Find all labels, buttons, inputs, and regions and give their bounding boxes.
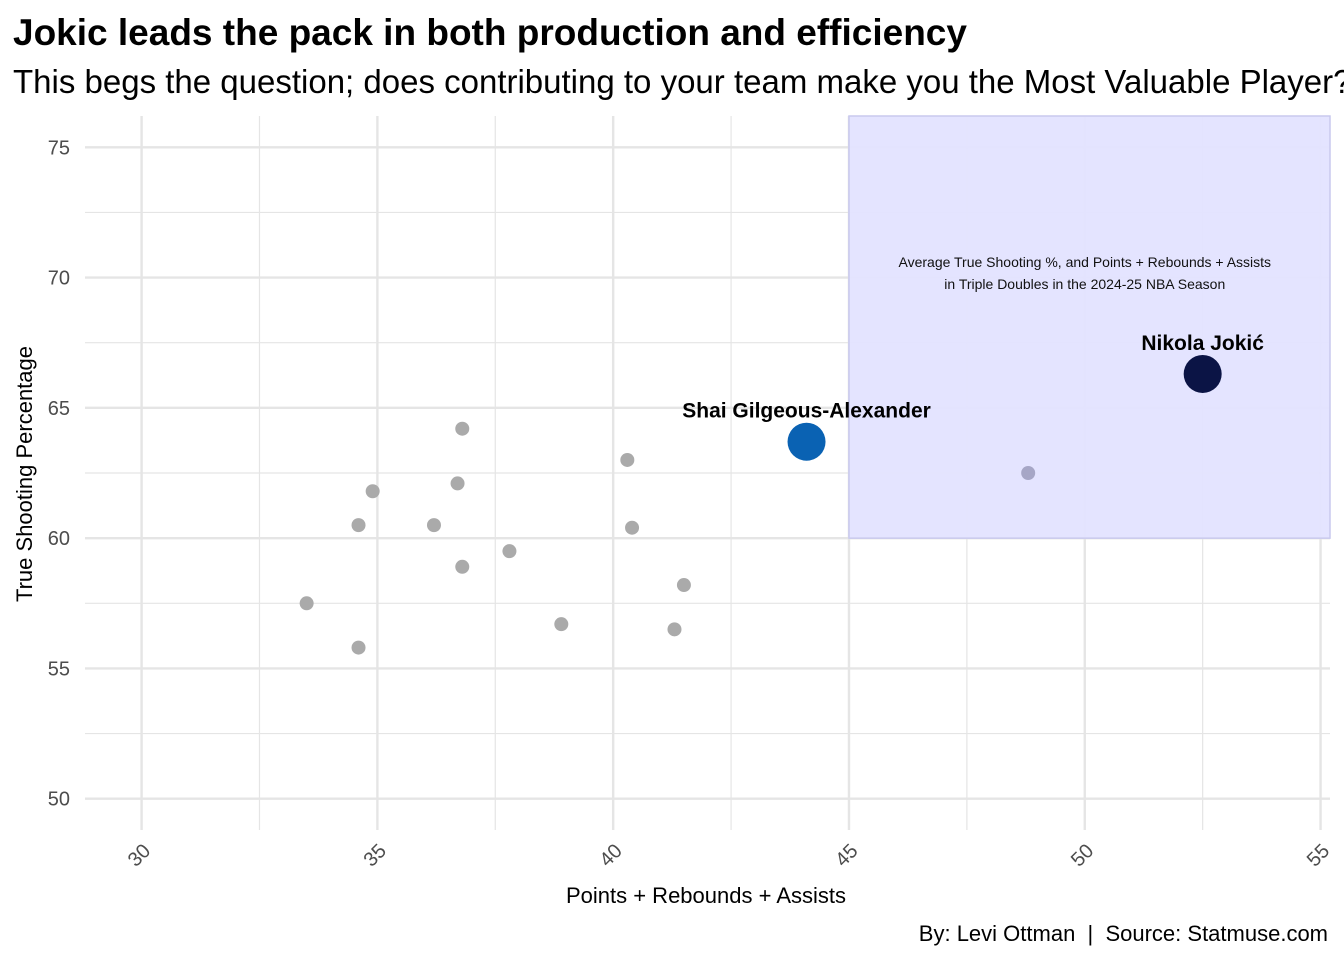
x-axis-label: Points + Rebounds + Assists: [566, 883, 846, 908]
x-tick-label: 35: [360, 840, 391, 871]
data-point: [667, 622, 682, 637]
x-tick-label: 30: [124, 840, 155, 871]
y-tick-label: 60: [48, 528, 70, 550]
x-tick-label: 55: [1303, 840, 1334, 871]
x-tick-label: 45: [831, 840, 862, 871]
y-tick-label: 65: [48, 398, 70, 420]
data-point: [299, 596, 314, 611]
data-point: [450, 476, 465, 491]
data-point: [351, 640, 366, 655]
chart-subtitle: This begs the question; does contributin…: [13, 63, 1344, 100]
y-axis-label: True Shooting Percentage: [12, 346, 37, 602]
data-point: [1021, 466, 1036, 480]
y-tick-label: 55: [48, 658, 70, 680]
highlighted-player-label: Nikola Jokić: [1141, 332, 1264, 355]
highlighted-player-point: [1183, 354, 1222, 393]
data-point: [455, 421, 470, 436]
highlighted-player-label: Shai Gilgeous-Alexander: [682, 400, 931, 423]
highlight-region: [848, 115, 1331, 539]
y-tick-label: 50: [48, 789, 70, 811]
x-tick-label: 50: [1067, 840, 1098, 871]
data-point: [351, 518, 366, 533]
data-point: [426, 518, 441, 533]
region-annotation-line: Average True Shooting %, and Points + Re…: [899, 254, 1272, 270]
data-point: [455, 559, 470, 574]
data-point: [676, 578, 691, 593]
data-point: [365, 484, 380, 499]
data-point: [502, 544, 517, 559]
x-tick-label: 40: [595, 840, 626, 871]
highlighted-player-point: [787, 422, 826, 461]
data-point: [620, 452, 635, 467]
data-point: [625, 520, 640, 535]
data-point: [554, 617, 569, 632]
y-tick-label: 75: [48, 137, 70, 159]
region-annotation-line: in Triple Doubles in the 2024-25 NBA Sea…: [944, 276, 1225, 292]
chart-caption: By: Levi Ottman | Source: Statmuse.com: [919, 921, 1328, 946]
y-tick-label: 70: [48, 268, 70, 290]
chart-title: Jokic leads the pack in both production …: [13, 12, 967, 53]
